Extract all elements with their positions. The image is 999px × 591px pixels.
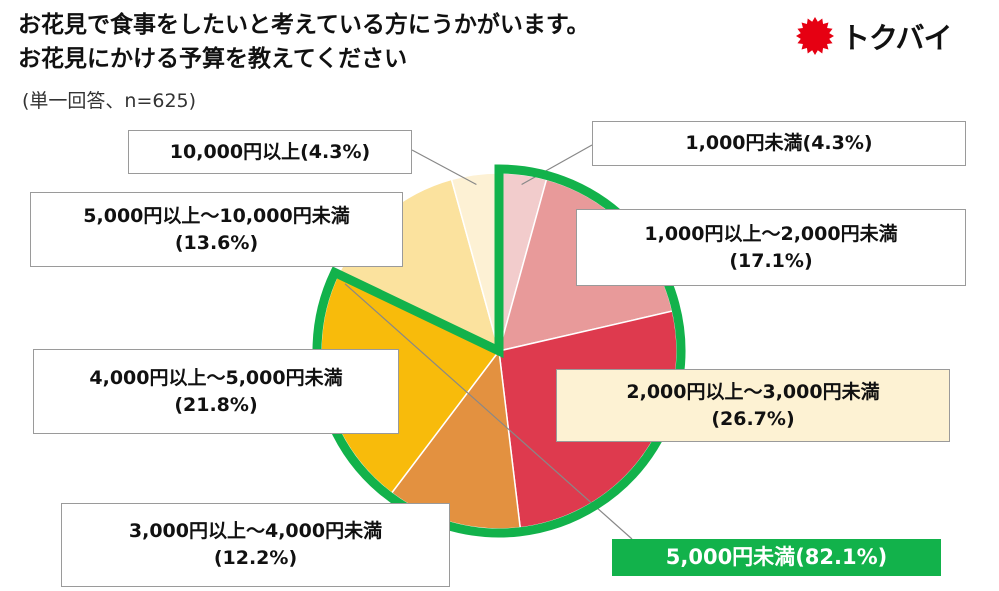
slice-label-text: 5,000円以上～10,000円未満 (83, 204, 350, 227)
chart-subtitle: (単一回答、n=625) (22, 90, 197, 112)
leader-line (521, 144, 593, 186)
slice-pct-text: (4.3%) (300, 140, 371, 163)
slice-label-1000-2000: 1,000円以上～2,000円未満 (17.1%) (576, 209, 966, 286)
slice-label-text: 3,000円以上～4,000円未満 (128, 520, 383, 542)
highlight-pct-text: (82.1%) (795, 545, 888, 569)
highlight-label-text: 5,000円未満 (665, 545, 796, 569)
sun-icon (796, 17, 834, 55)
slice-pct-text: (4.3%) (802, 132, 873, 154)
chart-title: お花見で食事をしたいと考えている方にうかがいます。 お花見にかける予算を教えてく… (18, 8, 590, 76)
highlight-total-label: 5,000円未満 (82.1%) (612, 539, 941, 576)
slice-label-4000-5000: 4,000円以上～5,000円未満 (21.8%) (33, 349, 399, 434)
slice-label-under-1000: 1,000円未満 (4.3%) (592, 121, 966, 166)
slice-label-text: 2,000円以上～3,000円未満 (626, 380, 880, 403)
slice-pct-text: (26.7%) (711, 407, 795, 430)
slice-label-text: 1,000円未満 (685, 132, 803, 154)
slice-label-text: 1,000円以上～2,000円未満 (644, 222, 898, 245)
leader-line (344, 283, 633, 540)
chart-title-line-2: お花見にかける予算を教えてください (18, 46, 408, 72)
slice-pct-text: (13.6%) (174, 231, 259, 254)
slice-label-text: 4,000円以上～5,000円未満 (89, 366, 343, 389)
slice-label-text: 10,000円以上 (169, 140, 301, 163)
brand-name: トクバイ (841, 21, 953, 55)
chart-title-line-1: お花見で食事をしたいと考えている方にうかがいます。 (18, 12, 590, 38)
slice-pct-text: (21.8%) (174, 393, 258, 416)
slice-label-2000-3000: 2,000円以上～3,000円未満 (26.7%) (556, 369, 950, 442)
brand-logo: トクバイ (795, 12, 953, 60)
slice-label-5000-10000: 5,000円以上～10,000円未満 (13.6%) (30, 192, 403, 267)
slice-pct-text: (12.2%) (213, 547, 298, 569)
slice-label-over-10000: 10,000円以上 (4.3%) (128, 130, 412, 174)
slice-label-3000-4000: 3,000円以上～4,000円未満 (12.2%) (61, 503, 450, 587)
slice-pct-text: (17.1%) (729, 249, 813, 272)
leader-line (411, 149, 477, 186)
